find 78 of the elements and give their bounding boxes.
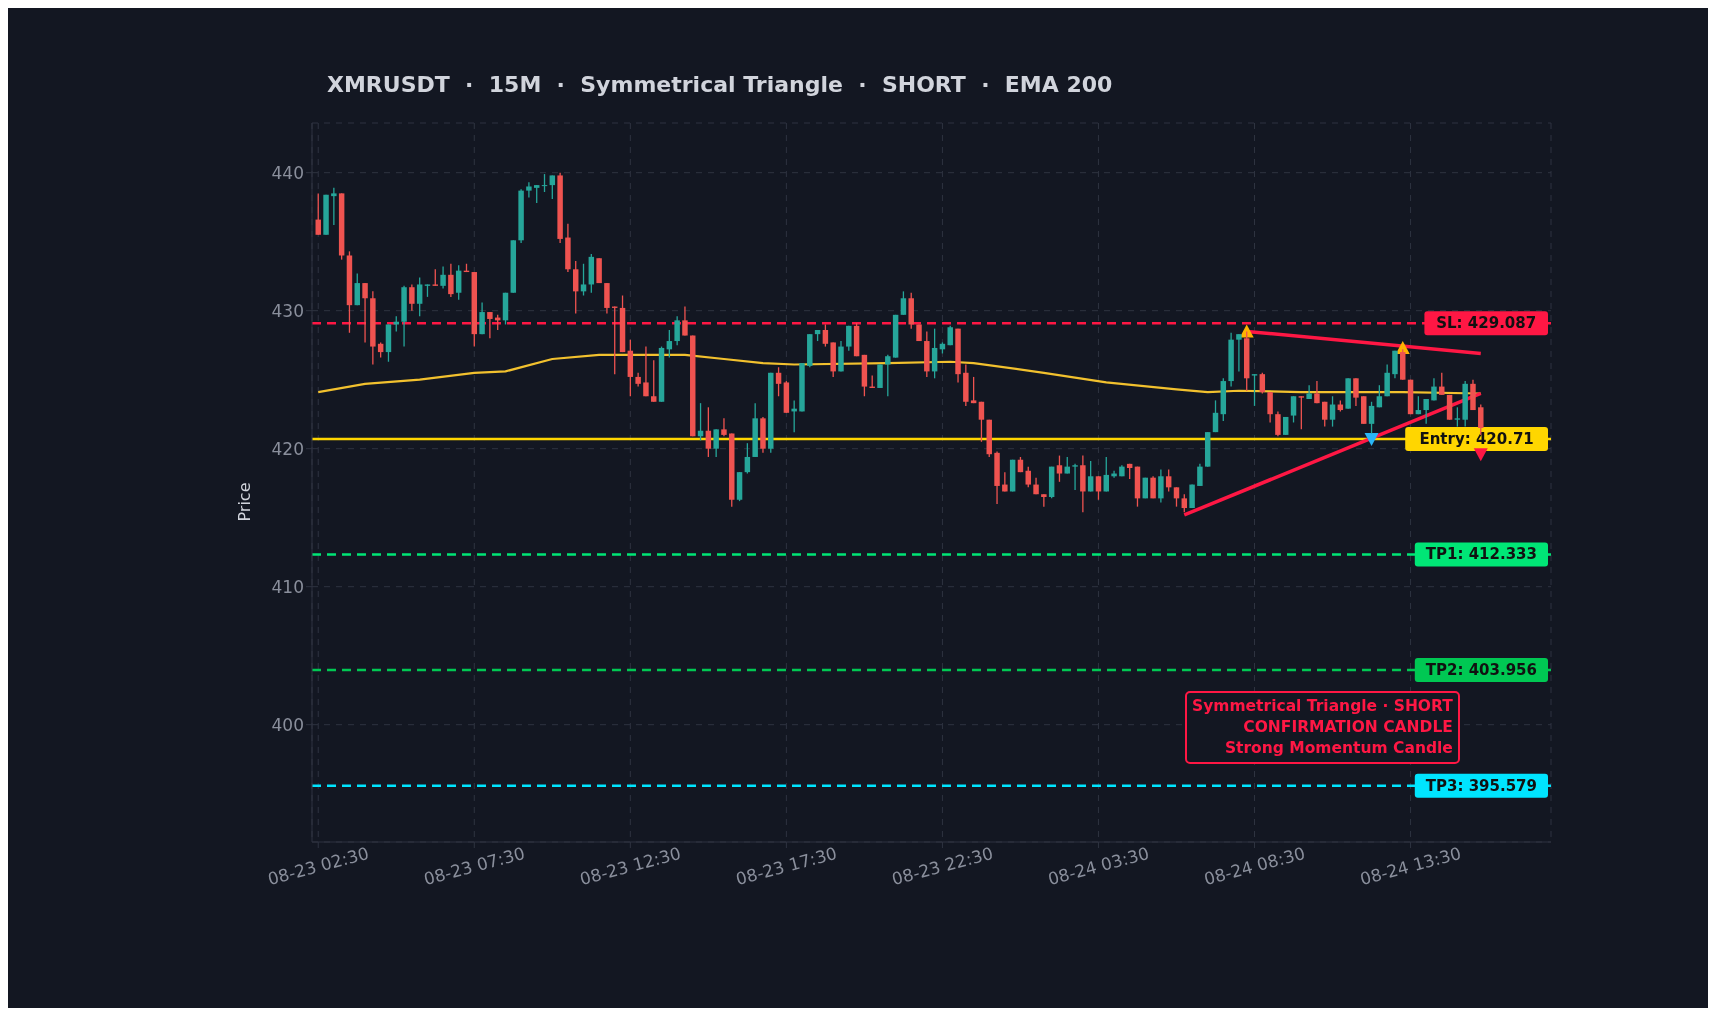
x-tick-label: 08-23 02:30 [265,842,371,890]
chart-title: XMRUSDT · 15M · Symmetrical Triangle · SHORT · EMA 200 [327,72,1113,97]
candlestick [1087,460,1094,493]
ref-line-label: TP2: 403.956 [1425,661,1538,680]
candlestick [643,345,649,397]
candlestick [1454,406,1461,428]
candlestick [354,272,360,306]
candlestick [1322,401,1328,428]
candlestick [1165,468,1172,493]
ref-line-label: Entry: 420.71 [1419,429,1534,448]
candlestick [1423,398,1429,425]
candlestick [440,265,446,290]
candlestick [1259,372,1266,395]
candlestick [580,263,587,297]
candlestick [775,366,782,397]
candlestick [526,181,532,199]
candlestick [721,417,727,437]
y-tick-label: 430 [271,300,304,321]
candlestick [1392,350,1398,379]
candlestick [362,282,368,344]
candlestick [1368,401,1375,435]
ref-line-label: TP3: 395.579 [1425,776,1538,795]
x-tick-label: 08-24 08:30 [1201,842,1308,890]
candlestick [1290,395,1297,424]
candlestick [1056,454,1063,483]
candlestick [1072,463,1078,491]
candlestick [744,442,751,475]
candlestick [1212,399,1219,433]
ref-line-label: SL: 429.087 [1436,314,1537,333]
candlestick [1353,377,1359,407]
candlestick [970,376,977,404]
candlestick [1251,373,1258,407]
candlestick [674,315,680,346]
candlestick [822,323,829,348]
candlestick [416,276,423,317]
x-tick-label: 08-23 12:30 [577,842,684,890]
candlestick [1298,395,1305,431]
x-tick-label: 08-24 13:30 [1357,842,1464,890]
candlestick [900,290,907,316]
candlestick [315,192,321,236]
candlestick [455,264,462,301]
candlestick [1095,475,1102,501]
candlestick [479,301,485,335]
y-tick-label: 410 [271,576,304,597]
x-tick-label: 08-24 03:30 [1045,842,1152,890]
candlestick [409,283,415,312]
candlestick [1158,468,1164,504]
candlestick [885,354,891,397]
candlestick [846,325,852,352]
candlestick [705,406,712,458]
y-tick-label: 440 [271,162,304,183]
x-tick-label: 08-23 17:30 [733,842,840,890]
candlestick [682,305,688,337]
candlestick [713,428,719,458]
y-axis-title: Price [234,482,254,522]
candlestick [1267,391,1273,424]
annotation: Symmetrical Triangle · SHORT CONFIRMATION CANDLE Strong Momentum Candle [1185,691,1460,764]
candlestick [931,327,938,379]
candlestick [572,260,579,315]
candlestick [978,401,985,443]
candlestick [1275,410,1281,437]
candlestick [549,174,556,200]
ref-line-label: TP1: 412.333 [1425,545,1538,564]
candlestick [448,263,454,298]
candlestick [331,187,337,226]
x-tick-label: 08-23 22:30 [889,842,996,890]
candlestick [651,359,657,403]
candlestick [1173,486,1180,508]
candlestick [1236,333,1242,373]
candlestick [1197,463,1203,487]
x-tick-label: 08-23 07:30 [421,842,528,890]
candlestick [1329,395,1336,428]
y-tick-label: 420 [271,438,304,459]
y-tick-label: 400 [271,714,304,735]
candlestick [487,311,493,339]
candlestick [1384,363,1390,397]
candlestick [1041,493,1047,508]
candlestick [1025,465,1031,488]
